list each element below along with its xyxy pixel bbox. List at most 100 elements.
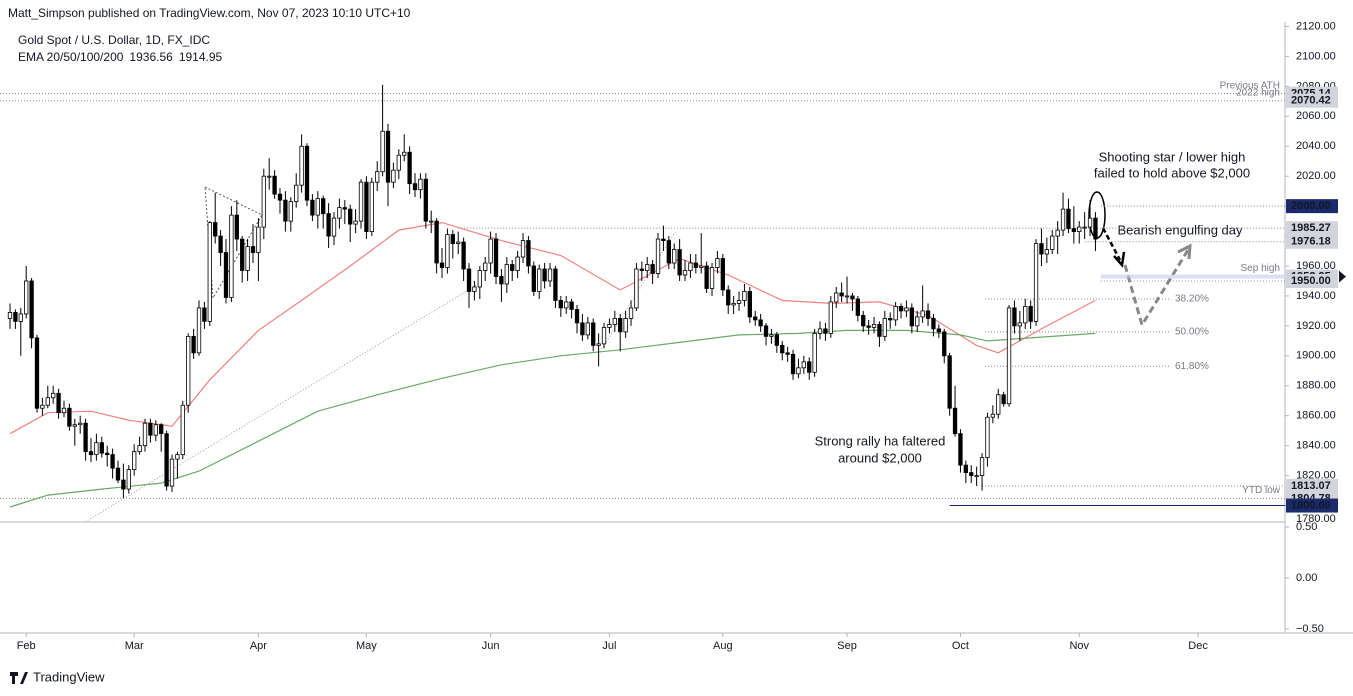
candle-body xyxy=(526,240,531,267)
candle-body xyxy=(315,198,320,216)
candle-body xyxy=(229,214,234,298)
price-label-box xyxy=(1286,234,1338,249)
candle-body xyxy=(672,249,677,264)
candle-body xyxy=(958,433,963,466)
trendline xyxy=(84,282,481,523)
candle-body xyxy=(682,270,688,276)
candle-body xyxy=(213,222,218,237)
candle-body xyxy=(331,217,337,237)
candle-body xyxy=(142,422,148,447)
candle-body xyxy=(758,319,763,327)
candle-body xyxy=(369,181,374,232)
level-note: Previous ATH xyxy=(1220,80,1280,91)
candle-body xyxy=(882,318,887,337)
candle-body xyxy=(61,407,67,414)
y-tick-label: 1920.00 xyxy=(1296,320,1336,332)
candle-body xyxy=(456,241,461,244)
candle-body xyxy=(121,479,126,490)
candle-body xyxy=(688,262,693,271)
candle-body xyxy=(83,422,88,453)
symbol: Gold Spot / U.S. Dollar, 1D, FX_IDC xyxy=(18,33,210,47)
candle-body xyxy=(391,169,396,183)
price-label: 2000.00 xyxy=(1291,200,1331,212)
candle-body xyxy=(88,451,94,456)
candle-body xyxy=(472,286,477,292)
candle-body xyxy=(747,291,752,318)
candle-body xyxy=(488,238,493,264)
y-tick-label: 1860.00 xyxy=(1296,410,1336,422)
candle-body xyxy=(1044,249,1050,255)
candle-body xyxy=(931,318,936,330)
candle-body xyxy=(877,323,882,337)
candle-body xyxy=(634,268,639,309)
candle-body xyxy=(780,344,785,354)
candle-body xyxy=(234,214,239,240)
candle-body xyxy=(223,252,229,298)
price-pointer xyxy=(1339,270,1346,283)
candle-body xyxy=(148,422,153,436)
candle-body xyxy=(250,246,256,253)
candle-body xyxy=(855,298,860,316)
candle-body xyxy=(520,240,526,258)
candle-body xyxy=(1060,208,1066,231)
candle-body xyxy=(423,178,428,222)
candle-body xyxy=(834,292,839,303)
candle-body xyxy=(850,295,855,300)
fib-label: 38.20% xyxy=(1175,294,1209,305)
y-tick-label: 2100.00 xyxy=(1296,50,1336,62)
candle-body xyxy=(985,416,990,459)
candle-body xyxy=(267,175,272,178)
price-label: 1976.18 xyxy=(1291,236,1331,248)
candle-body xyxy=(1028,306,1033,322)
x-tick-label: Feb xyxy=(17,640,36,652)
candle-body xyxy=(574,309,580,324)
candle-body xyxy=(169,458,175,487)
candle-body xyxy=(483,262,488,271)
y-tick-label: 0.00 xyxy=(1296,572,1317,584)
candle-body xyxy=(942,331,947,357)
candle-body xyxy=(493,238,499,277)
candle-body xyxy=(823,328,828,334)
candle-body xyxy=(844,295,850,298)
candle-body xyxy=(294,184,299,203)
candle-body xyxy=(952,407,958,435)
candle-body xyxy=(196,307,202,354)
candle-body xyxy=(650,264,655,274)
candle-body xyxy=(159,424,164,435)
candle-body xyxy=(385,130,391,183)
candle-body xyxy=(817,328,823,334)
y-tick-label: 2020.00 xyxy=(1296,170,1336,182)
candle-body xyxy=(564,301,569,309)
candle-body xyxy=(283,199,288,222)
x-tick-label: Jun xyxy=(482,640,500,652)
x-tick-label: Nov xyxy=(1069,640,1089,652)
candle-body xyxy=(974,475,979,477)
trendline xyxy=(599,231,676,353)
candle-body xyxy=(407,151,412,185)
arrow-head xyxy=(1177,243,1192,260)
annotation: Shooting star / lower high xyxy=(1099,149,1246,164)
candle-body xyxy=(888,318,893,321)
candle-body xyxy=(1077,226,1082,232)
fib-label: 50.00% xyxy=(1175,327,1209,338)
candle-body xyxy=(812,332,817,373)
candle-body xyxy=(434,220,439,264)
x-tick-label: May xyxy=(356,640,377,652)
fib-label: 61.80% xyxy=(1175,361,1209,372)
candle-body xyxy=(763,325,769,337)
candle-body xyxy=(40,404,45,409)
candle-body xyxy=(542,268,547,282)
candle-body xyxy=(618,318,623,333)
annotation: Strong rally ha faltered xyxy=(815,433,946,448)
candle-body xyxy=(704,265,709,289)
x-tick-label: Oct xyxy=(952,640,969,652)
candle-body xyxy=(218,235,223,253)
candle-body xyxy=(1012,307,1017,327)
candle-body xyxy=(655,238,661,274)
candle-body xyxy=(1082,226,1087,229)
candle-body xyxy=(904,307,909,312)
price-label: 1985.27 xyxy=(1291,222,1331,234)
candle-body xyxy=(288,201,293,222)
